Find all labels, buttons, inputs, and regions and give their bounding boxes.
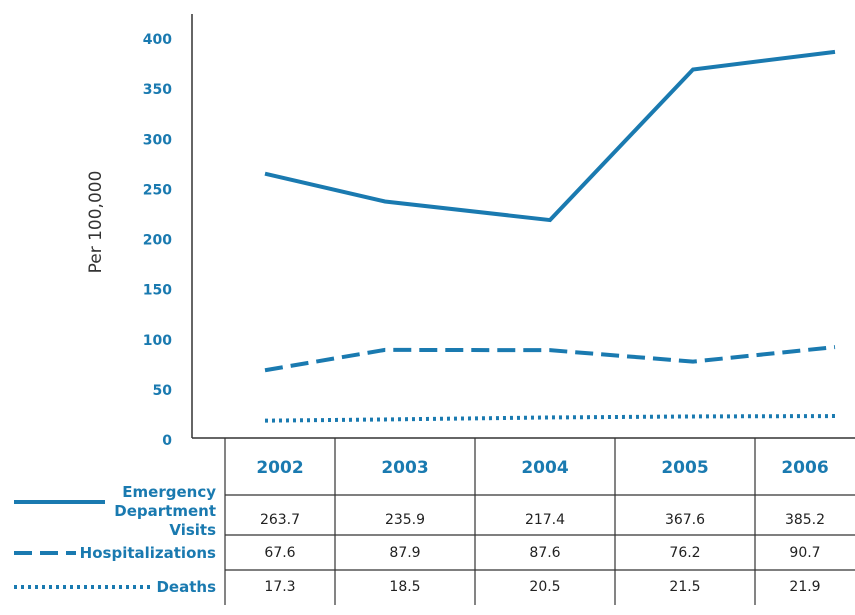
table-value: 217.4 (525, 512, 565, 528)
table-value: 90.7 (789, 545, 820, 561)
year-label: 2006 (781, 458, 828, 478)
table-value: 20.5 (529, 579, 560, 595)
table-value: 67.6 (264, 545, 295, 561)
year-label: 2005 (661, 458, 708, 478)
legend-label: Hospitalizations (79, 543, 216, 562)
y-tick-label: 400 (143, 32, 172, 48)
table-value: 385.2 (785, 512, 825, 528)
y-tick-label: 0 (162, 433, 172, 449)
table-value: 87.6 (529, 545, 560, 561)
series-line (264, 49, 836, 223)
y-tick-label: 350 (143, 82, 172, 98)
legend-label: Emergency Department Visits (114, 482, 216, 539)
table-value: 17.3 (264, 579, 295, 595)
table-value: 87.9 (389, 545, 420, 561)
legend-label: Deaths (156, 577, 216, 596)
table-value: 263.7 (260, 512, 300, 528)
y-tick-label: 200 (143, 233, 172, 249)
year-label: 2003 (381, 458, 428, 478)
y-tick-label: 150 (143, 283, 172, 299)
table-value: 21.5 (669, 579, 700, 595)
year-label: 2002 (256, 458, 303, 478)
series-line (264, 414, 836, 423)
y-tick-label: 250 (143, 182, 172, 198)
y-axis-label: Per 100,000 (86, 171, 106, 274)
table-value: 367.6 (665, 512, 705, 528)
table-value: 235.9 (385, 512, 425, 528)
table-value: 18.5 (389, 579, 420, 595)
table-value: 21.9 (789, 579, 820, 595)
y-tick-label: 100 (143, 333, 172, 349)
series-line (264, 345, 836, 373)
year-label: 2004 (521, 458, 568, 478)
table-value: 76.2 (669, 545, 700, 561)
y-tick-label: 50 (153, 383, 173, 399)
y-tick-label: 300 (143, 132, 172, 148)
